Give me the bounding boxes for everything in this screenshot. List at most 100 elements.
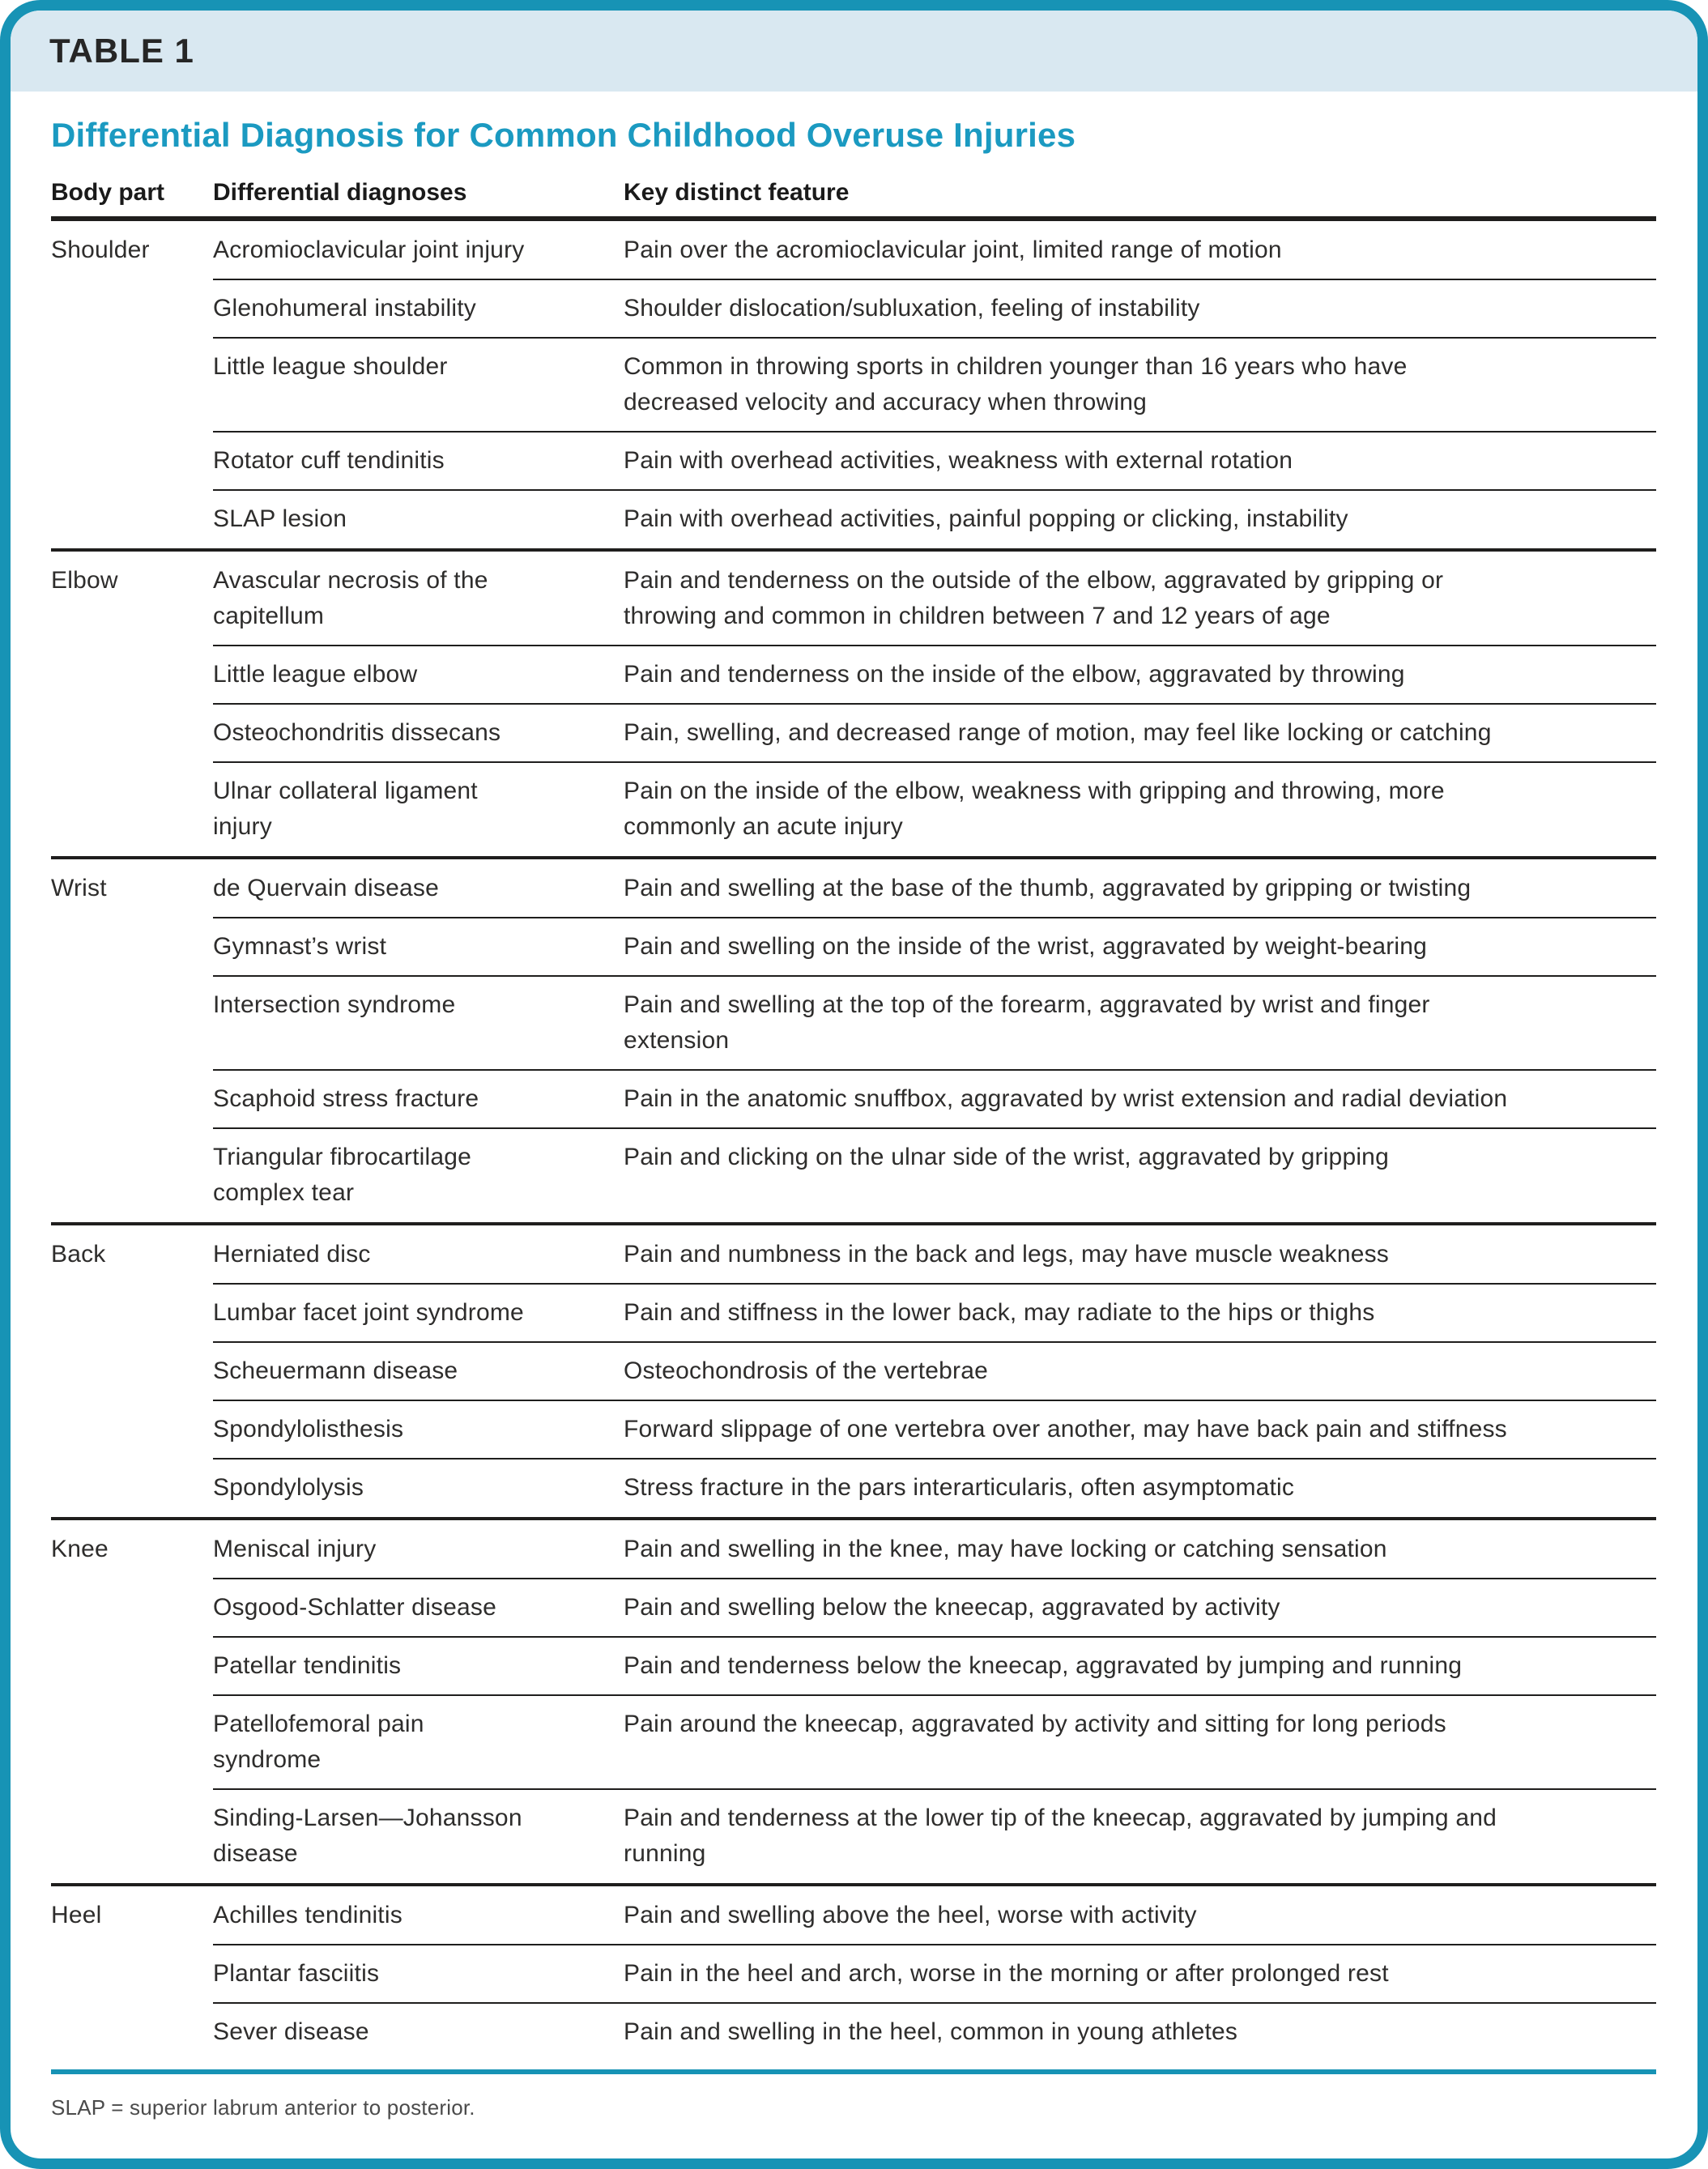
body-part-cell [51,987,213,1059]
body-part-cell [51,1590,213,1626]
table-row: Ulnar collateral ligament injury Pain on … [51,761,1656,856]
body-part-cell [51,715,213,751]
body-part-cell [51,1081,213,1117]
feature-cell: Forward slippage of one vertebra over an… [624,1416,1507,1442]
feature-cell: Pain and tenderness at the lower tip of … [624,1805,1497,1867]
feature-cell: Pain and swelling above the heel, worse … [624,1902,1197,1928]
table-label: TABLE 1 [49,32,194,70]
body-part-cell [51,1800,213,1872]
table-section-heel: Heel Achilles tendinitis Pain and swelling… [51,1883,1656,2061]
table-row: Osgood-Schlatter disease Pain and swellin… [51,1578,1656,1637]
feature-cell: Stress fracture in the pars interarticul… [624,1474,1295,1501]
table-row: Sinding-Larsen—Johansson disease Pain and… [51,1788,1656,1883]
body-part-cell [51,657,213,692]
diagnosis-cell: SLAP lesion [213,505,347,532]
table-title: Differential Diagnosis for Common Childh… [51,116,1076,154]
body-part-cell: Shoulder [51,237,150,263]
col-header-feature: Key distinct feature [624,179,850,206]
feature-cell: Pain and swelling at the base of the thu… [624,875,1472,901]
body-part-cell: Heel [51,1902,102,1928]
feature-cell: Pain with overhead activities, weakness … [624,447,1293,474]
feature-cell: Pain over the acromioclavicular joint, l… [624,237,1282,263]
column-header-row: Body part Differential diagnoses Key dis… [51,179,1656,221]
diagnosis-cell: Acromioclavicular joint injury [213,237,525,263]
body-part-cell [51,1956,213,1992]
diagnosis-cell: de Quervain disease [213,875,439,901]
table-row: Wrist de Quervain disease Pain and swellin… [51,859,1656,918]
footnote: SLAP = superior labrum anterior to poste… [51,2095,475,2120]
table-body: Shoulder Acromioclavicular joint injury Pa… [51,221,1656,2061]
body-part-cell [51,1295,213,1331]
diagnosis-cell: Scaphoid stress fracture [213,1085,479,1112]
footnote-divider [51,2069,1656,2074]
col-header-diagnoses: Differential diagnoses [213,179,467,206]
diagnosis-cell: Osteochondritis dissecans [213,719,501,746]
table-row: Scaphoid stress fracture Pain in the anat… [51,1069,1656,1128]
body-part-cell [51,1707,213,1778]
table-content: Differential Diagnosis for Common Childh… [11,116,1697,2120]
diagnosis-cell: Lumbar facet joint syndrome [213,1299,524,1326]
body-part-cell [51,1470,213,1506]
table-section-shoulder: Shoulder Acromioclavicular joint injury Pa… [51,221,1656,548]
feature-cell: Common in throwing sports in children yo… [624,353,1408,415]
table-row: Intersection syndrome Pain and swelling a… [51,975,1656,1070]
feature-cell: Pain on the inside of the elbow, weaknes… [624,778,1445,840]
body-part-cell: Knee [51,1536,109,1562]
diagnosis-cell: Osgood-Schlatter disease [213,1594,496,1621]
body-part-cell [51,929,213,965]
feature-cell: Pain in the heel and arch, worse in the … [624,1960,1389,1987]
feature-cell: Pain and swelling in the knee, may have … [624,1536,1387,1562]
body-part-cell [51,773,213,845]
table-section-knee: Knee Meniscal injury Pain and swelling in … [51,1517,1656,1883]
table-row: SLAP lesion Pain with overhead activities… [51,489,1656,548]
body-part-cell: Back [51,1241,106,1268]
body-part-cell [51,1648,213,1684]
feature-cell: Pain and tenderness on the inside of the… [624,661,1405,688]
col-header-body-part: Body part [51,179,165,206]
diagnosis-cell: Glenohumeral instability [213,295,476,322]
feature-cell: Pain and swelling on the inside of the w… [624,933,1428,960]
diagnosis-cell: Little league shoulder [213,353,448,380]
feature-cell: Pain and swelling at the top of the fore… [624,991,1430,1054]
table-section-back: Back Herniated disc Pain and numbness in t… [51,1222,1656,1517]
diagnosis-cell: Scheuermann disease [213,1357,458,1384]
diagnosis-cell: Herniated disc [213,1241,371,1268]
body-part-cell [51,349,213,420]
table-row: Gymnast’s wrist Pain and swelling on the … [51,917,1656,976]
table-row: Triangular fibrocartilage complex tear Pa… [51,1127,1656,1222]
diagnosis-cell: Ulnar collateral ligament injury [213,778,478,840]
table-row: Rotator cuff tendinitis Pain with overhea… [51,431,1656,490]
table-row: Sever disease Pain and swelling in the he… [51,2002,1656,2061]
body-part-cell: Wrist [51,875,107,901]
diagnosis-cell: Meniscal injury [213,1536,377,1562]
feature-cell: Shoulder dislocation/subluxation, feelin… [624,295,1200,322]
feature-cell: Pain with overhead activities, painful p… [624,505,1348,532]
diagnosis-cell: Intersection syndrome [213,991,456,1018]
table-row: Glenohumeral instability Shoulder disloca… [51,279,1656,338]
body-part-cell [51,443,213,479]
table-row: Back Herniated disc Pain and numbness in t… [51,1225,1656,1284]
diagnosis-cell: Avascular necrosis of the capitellum [213,567,488,629]
feature-cell: Pain and swelling in the heel, common in… [624,2018,1238,2045]
diagnosis-cell: Triangular fibrocartilage complex tear [213,1144,472,1206]
diagnosis-cell: Rotator cuff tendinitis [213,447,445,474]
feature-cell: Pain and clicking on the ulnar side of t… [624,1144,1389,1170]
table-row: Osteochondritis dissecans Pain, swelling,… [51,703,1656,762]
diagnosis-cell: Patellar tendinitis [213,1652,402,1679]
feature-cell: Pain and tenderness below the kneecap, a… [624,1652,1463,1679]
table-row: Knee Meniscal injury Pain and swelling in … [51,1520,1656,1579]
feature-cell: Pain, swelling, and decreased range of m… [624,719,1492,746]
feature-cell: Pain around the kneecap, aggravated by a… [624,1711,1446,1737]
body-part-cell: Elbow [51,567,118,594]
feature-cell: Pain in the anatomic snuffbox, aggravate… [624,1085,1508,1112]
body-part-cell [51,1353,213,1389]
diagnosis-cell: Sever disease [213,2018,369,2045]
body-part-cell [51,501,213,537]
feature-cell: Osteochondrosis of the vertebrae [624,1357,988,1384]
diagnosis-cell: Achilles tendinitis [213,1902,403,1928]
table-row: Patellar tendinitis Pain and tenderness b… [51,1636,1656,1695]
table-row: Little league elbow Pain and tenderness o… [51,645,1656,704]
feature-cell: Pain and swelling below the kneecap, agg… [624,1594,1280,1621]
body-part-cell [51,291,213,326]
